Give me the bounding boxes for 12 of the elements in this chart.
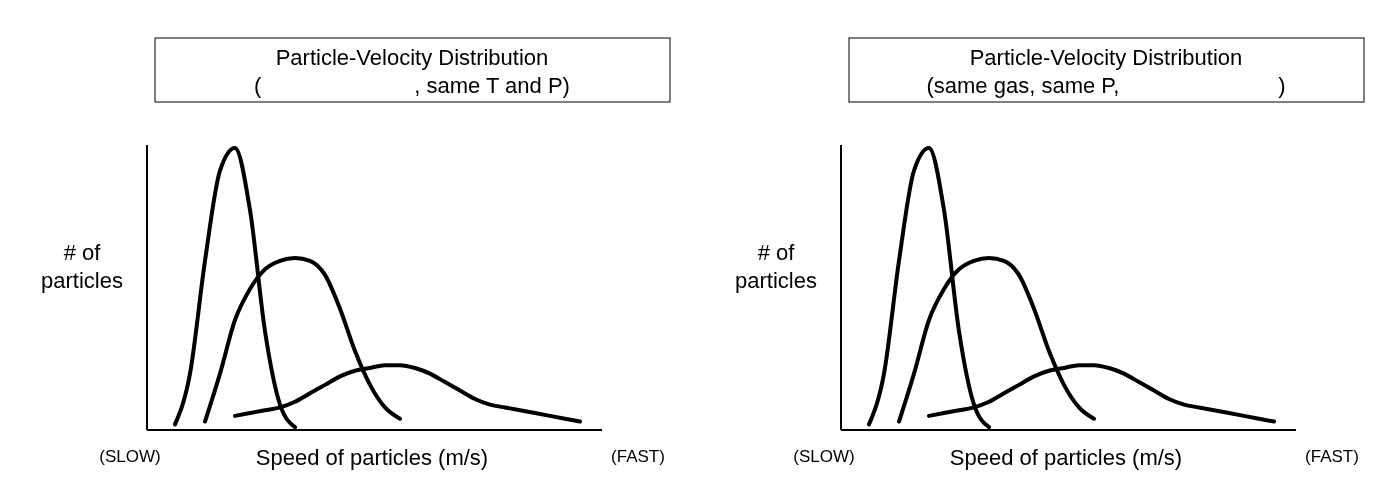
chart-title: Particle-Velocity Distribution — [969, 45, 1243, 70]
chart-subtitle: ( , same T and P) — [254, 73, 570, 98]
text: (FAST) — [611, 447, 665, 466]
text: (SLOW) — [99, 447, 161, 466]
x-axis-title: Speed of particles (m/s) — [949, 445, 1183, 470]
text: (SLOW) — [793, 447, 855, 466]
chart-subtitle: (same gas, same P, ) — [926, 73, 1286, 98]
x-axis-title: Speed of particles (m/s) — [255, 445, 489, 470]
text: (FAST) — [1305, 447, 1359, 466]
y-axis-title: # of particles — [735, 240, 817, 293]
chart-title: Particle-Velocity Distribution — [275, 45, 549, 70]
y-axis-title: # of particles — [41, 240, 123, 293]
